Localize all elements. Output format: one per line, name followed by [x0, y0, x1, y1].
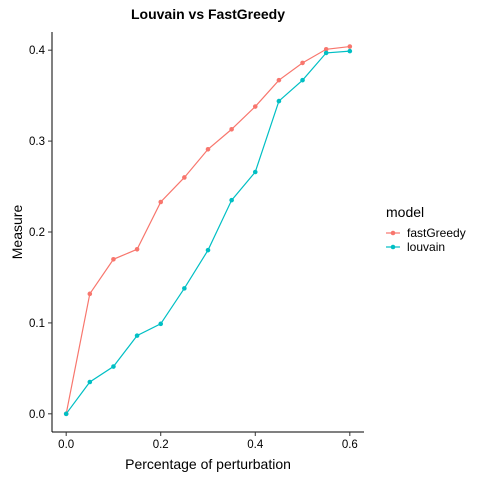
series-line-fastGreedy — [65, 45, 350, 414]
x-ticks: 0.0 0.2 0.4 0.6 — [58, 432, 358, 451]
legend-key-point-fastGreedy — [390, 230, 396, 236]
x-tick-label: 0.0 — [58, 439, 74, 451]
data-point-louvain — [182, 286, 187, 291]
data-point-fastGreedy — [182, 175, 187, 180]
data-point-fastGreedy — [276, 77, 282, 83]
data-point-louvain — [111, 364, 116, 369]
y-tick-label: 0.4 — [29, 45, 46, 57]
y-tick-label: 0.2 — [29, 227, 45, 239]
data-point-fastGreedy — [87, 291, 93, 297]
data-point-fastGreedy — [252, 104, 258, 109]
legend-key-point-louvain — [390, 244, 396, 250]
data-point-louvain — [63, 411, 69, 417]
chart-title: Louvain vs FastGreedy — [131, 6, 285, 22]
data-point-louvain — [323, 50, 329, 56]
y-tick-label: 0.3 — [29, 136, 45, 148]
x-tick-label: 0.4 — [247, 439, 264, 451]
data-point-fastGreedy — [134, 246, 140, 252]
data-point-louvain — [276, 98, 282, 104]
y-axis-title: Measure — [9, 205, 25, 260]
data-point-louvain — [134, 333, 140, 338]
legend-title: model — [386, 204, 424, 220]
series-line-louvain — [65, 50, 350, 415]
data-point-fastGreedy — [229, 126, 234, 132]
y-ticks: 0.0 0.1 0.2 0.3 0.4 — [29, 45, 52, 421]
data-point-louvain — [87, 379, 93, 385]
x-tick-label: 0.6 — [342, 439, 358, 451]
x-tick-label: 0.2 — [153, 439, 169, 451]
data-point-fastGreedy — [158, 199, 164, 205]
data-point-fastGreedy — [205, 146, 211, 152]
data-point-louvain — [229, 197, 234, 203]
data-point-louvain — [158, 321, 164, 327]
legend-label-louvain: louvain — [407, 240, 445, 254]
legend-label-fastGreedy: fastGreedy — [407, 226, 466, 240]
y-tick-label: 0.1 — [29, 318, 45, 330]
data-point-louvain — [252, 169, 258, 175]
data-point-louvain — [205, 247, 211, 253]
plot-area — [63, 44, 353, 417]
x-axis-title: Percentage of perturbation — [125, 456, 291, 472]
data-point-louvain — [347, 48, 353, 54]
data-point-fastGreedy — [323, 46, 329, 52]
data-point-fastGreedy — [111, 256, 116, 262]
data-point-fastGreedy — [300, 60, 305, 66]
data-point-louvain — [300, 77, 305, 83]
y-tick-label: 0.0 — [29, 409, 45, 421]
data-point-fastGreedy — [347, 44, 353, 49]
